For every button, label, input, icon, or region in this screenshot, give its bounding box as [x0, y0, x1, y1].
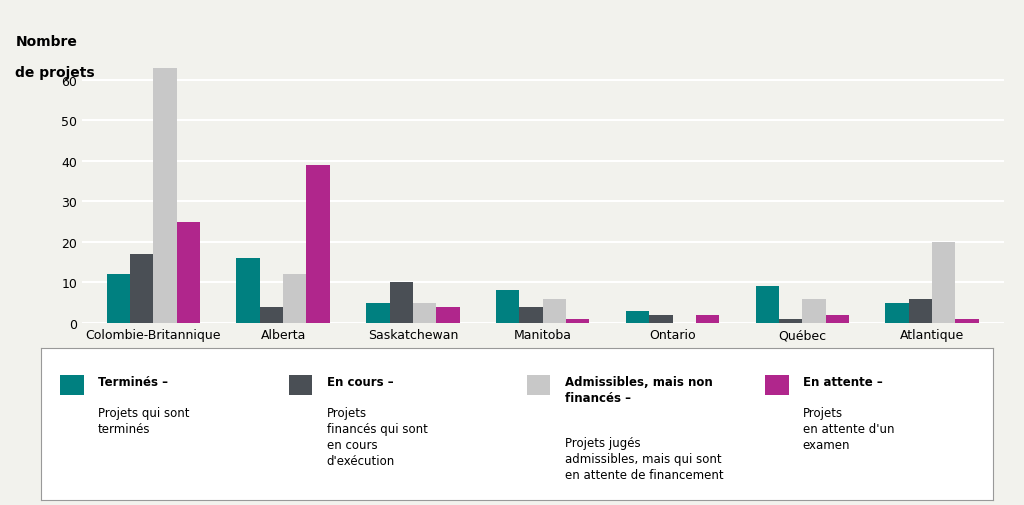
Bar: [389, 283, 413, 323]
Text: Projets jugés
admissibles, mais qui sont
en attente de financement: Projets jugés admissibles, mais qui sont…: [565, 436, 723, 481]
Text: Projets qui sont
terminés: Projets qui sont terminés: [98, 406, 189, 435]
Bar: [756, 287, 779, 323]
Bar: [932, 242, 955, 323]
Bar: [908, 299, 932, 323]
Text: Terminés –: Terminés –: [98, 376, 168, 389]
Bar: [283, 275, 306, 323]
Bar: [496, 291, 519, 323]
Bar: [177, 222, 200, 323]
Bar: [696, 315, 719, 323]
Bar: [60, 376, 84, 395]
Bar: [825, 315, 849, 323]
Text: Projets
en attente d'un
examen: Projets en attente d'un examen: [803, 406, 894, 451]
Bar: [260, 307, 283, 323]
Text: En attente –: En attente –: [803, 376, 883, 389]
Bar: [367, 303, 389, 323]
Text: En cours –: En cours –: [327, 376, 393, 389]
Bar: [955, 319, 979, 323]
Bar: [289, 376, 312, 395]
Text: Admissibles, mais non
financés –: Admissibles, mais non financés –: [565, 376, 713, 405]
Bar: [566, 319, 590, 323]
Text: Projets
financés qui sont
en cours
d'exécution: Projets financés qui sont en cours d'exé…: [327, 406, 428, 467]
Bar: [306, 166, 330, 323]
Bar: [626, 311, 649, 323]
Bar: [106, 275, 130, 323]
Bar: [154, 69, 177, 323]
Bar: [526, 376, 551, 395]
Text: de projets: de projets: [15, 66, 95, 80]
Bar: [519, 307, 543, 323]
Bar: [649, 315, 673, 323]
Bar: [779, 319, 803, 323]
Bar: [543, 299, 566, 323]
Bar: [886, 303, 908, 323]
Bar: [237, 259, 260, 323]
Bar: [130, 255, 154, 323]
Bar: [765, 376, 788, 395]
Bar: [436, 307, 460, 323]
Bar: [803, 299, 825, 323]
Text: Nombre: Nombre: [15, 35, 77, 49]
Bar: [413, 303, 436, 323]
